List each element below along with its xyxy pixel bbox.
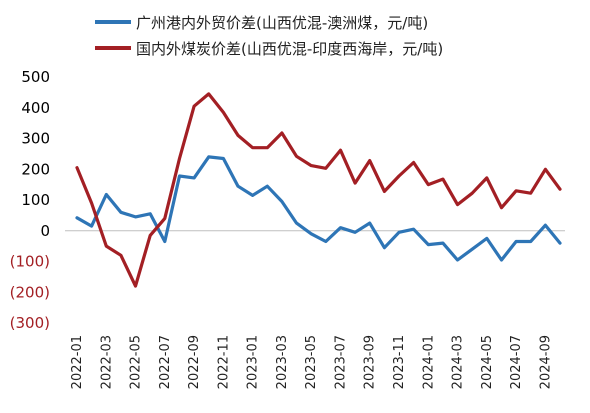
y-tick-label: 400: [21, 99, 50, 117]
y-tick-label: 500: [21, 68, 50, 86]
chart-legend: 广州港内外贸价差(山西优混-澳洲煤，元/吨) 国内外煤炭价差(山西优混-印度西海岸…: [95, 14, 443, 58]
legend-label-1: 广州港内外贸价差(山西优混-澳洲煤，元/吨): [136, 14, 428, 32]
x-tick-label: 2024-07: [509, 335, 524, 389]
x-tick-label: 2022-11: [216, 335, 231, 389]
x-tick-label: 2023-01: [246, 335, 261, 389]
x-tick-label: 2022-05: [129, 335, 144, 389]
series-line-1: [75, 155, 562, 262]
y-tick-label: (200): [10, 283, 50, 301]
y-tick-label: 200: [21, 160, 50, 178]
y-axis: 500 400 300 200 100 0 (100) (200) (300): [10, 68, 50, 332]
x-tick-label: 2023-03: [275, 335, 290, 389]
x-tick-label: 2023-09: [363, 335, 378, 389]
x-tick-label: 2022-01: [70, 335, 85, 389]
x-tick-label: 2024-01: [421, 335, 436, 389]
x-tick-label: 2023-07: [334, 335, 349, 389]
x-tick-label: 2022-09: [187, 335, 202, 389]
x-tick-label: 2024-03: [451, 335, 466, 389]
x-axis: 2022-01 2022-03 2022-05 2022-07 2022-09 2022-…: [70, 335, 553, 389]
series-group: [75, 92, 562, 288]
y-tick-label: 100: [21, 191, 50, 209]
y-tick-label: 0: [40, 222, 50, 240]
x-tick-label: 2023-05: [304, 335, 319, 389]
x-tick-label: 2024-05: [480, 335, 495, 389]
y-tick-label: 300: [21, 130, 50, 148]
x-tick-label: 2022-07: [158, 335, 173, 389]
x-tick-label: 2024-09: [538, 335, 553, 389]
x-tick-label: 2022-03: [99, 335, 114, 389]
y-tick-label: (100): [10, 253, 50, 271]
legend-label-2: 国内外煤炭价差(山西优混-印度西海岸，元/吨): [136, 40, 443, 58]
y-tick-label: (300): [10, 314, 50, 332]
series-line-2: [75, 92, 562, 288]
x-tick-label: 2023-11: [392, 335, 407, 389]
